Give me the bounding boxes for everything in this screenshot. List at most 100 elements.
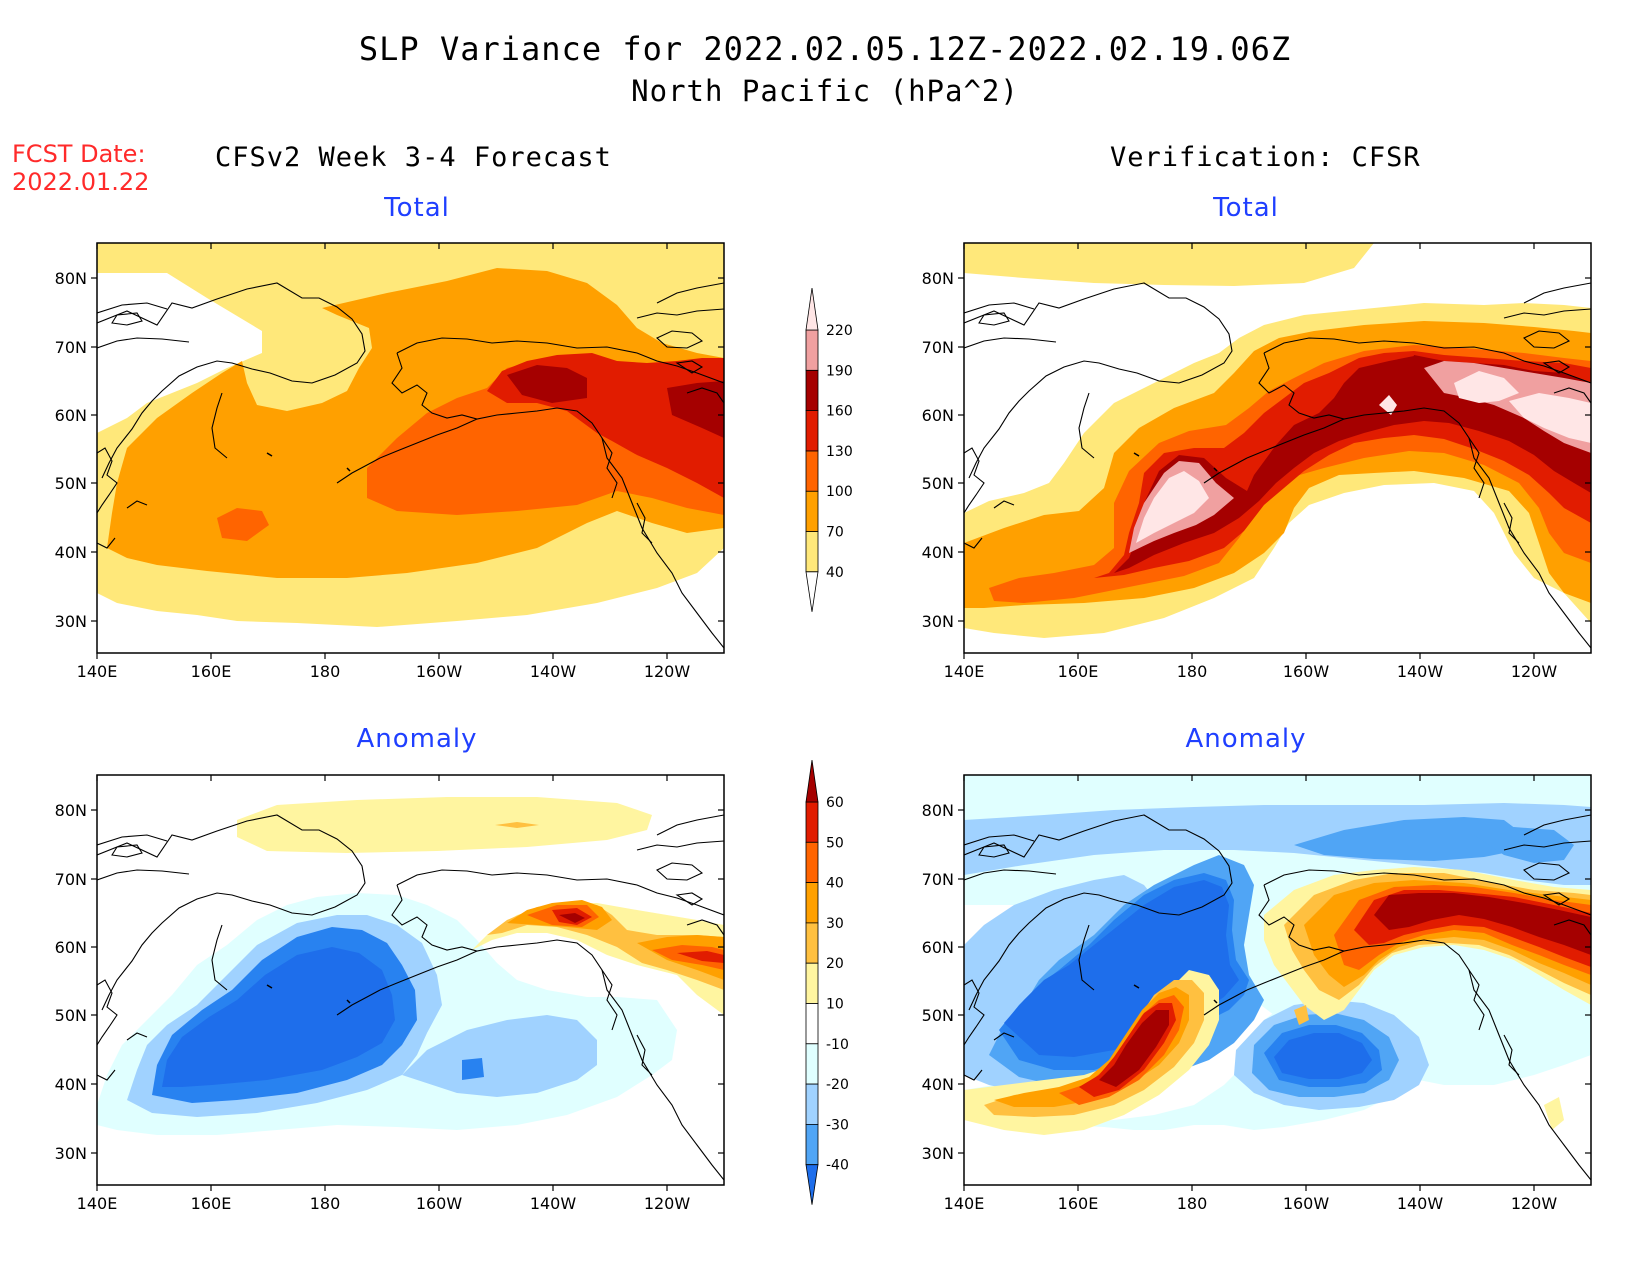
lat-label: 40N (922, 543, 954, 562)
lon-label: 140W (1397, 662, 1444, 681)
colorbar-label: -10 (826, 1037, 849, 1053)
lat-label: 30N (922, 612, 954, 631)
lon-label: 160E (191, 1194, 232, 1213)
colorbar-box (805, 801, 819, 843)
lat-label: 60N (922, 938, 954, 957)
lat-label: 50N (55, 1006, 87, 1025)
lon-label: 120W (644, 1194, 691, 1213)
colorbar-label: 50 (826, 835, 844, 851)
main-subtitle: North Pacific (hPa^2) (631, 74, 1019, 108)
lon-label: 140E (944, 662, 985, 681)
colorbar-box (805, 962, 819, 1004)
colorbar-box (805, 490, 819, 532)
lat-label: 80N (922, 269, 954, 288)
lat-label: 60N (55, 406, 87, 425)
colorbar-label: 30 (826, 916, 844, 932)
colorbar-label: 100 (826, 484, 853, 500)
colorbar-top-arrow (805, 287, 819, 331)
lon-label: 120W (644, 662, 691, 681)
panel-title-verification-total: Total (1213, 193, 1279, 223)
colorbar-box (805, 329, 819, 371)
forecast-total-map (96, 242, 725, 654)
colorbar-box (805, 1083, 819, 1125)
colorbar-box (805, 369, 819, 411)
lon-label: 180 (1177, 662, 1208, 681)
forecast-column-title: CFSv2 Week 3-4 Forecast (215, 142, 612, 173)
fcst-date-value: 2022.01.22 (12, 168, 150, 196)
panel-title-verification-anomaly: Anomaly (1185, 724, 1307, 754)
colorbar-label: 160 (826, 404, 853, 420)
panel-title-forecast-anomaly: Anomaly (356, 724, 478, 754)
colorbars: 40 70 100 130 160 190 220 60 50 40 30 20 10 -10 -20 -30… (805, 287, 853, 1205)
colorbar-box (805, 1124, 819, 1166)
lon-label: 160W (416, 662, 463, 681)
lon-label: 120W (1511, 1194, 1558, 1213)
lon-label: 160W (416, 1194, 463, 1213)
lon-label: 180 (1177, 1194, 1208, 1213)
colorbar-top-arrow (805, 759, 819, 803)
panel-title-forecast-total: Total (384, 193, 450, 223)
lon-label: 120W (1511, 662, 1558, 681)
verification-total-map (963, 242, 1592, 654)
lon-label: 140W (1397, 1194, 1444, 1213)
lat-label: 80N (922, 801, 954, 820)
colorbar-label: -40 (826, 1158, 849, 1174)
colorbar-label: -20 (826, 1077, 849, 1093)
colorbar-box (805, 410, 819, 452)
colorbar-label: 70 (826, 525, 844, 541)
lon-label: 160E (1058, 662, 1099, 681)
lon-label: 180 (310, 662, 341, 681)
lat-label: 40N (55, 543, 87, 562)
lon-label: 140E (77, 1194, 118, 1213)
lat-label: 70N (922, 870, 954, 889)
lon-label: 140W (530, 1194, 577, 1213)
lat-label: 60N (922, 406, 954, 425)
lat-label: 40N (55, 1075, 87, 1094)
colorbar-box (805, 450, 819, 492)
colorbar-box (805, 841, 819, 883)
verification-anomaly-map (963, 774, 1592, 1186)
lat-label: 80N (55, 269, 87, 288)
fcst-date-label: FCST Date: (12, 140, 146, 168)
colorbar-label: 220 (826, 323, 853, 339)
colorbar-label: 40 (826, 876, 844, 892)
verification-column-title: Verification: CFSR (1110, 142, 1421, 173)
colorbar-label: 20 (826, 956, 844, 972)
main-title: SLP Variance for 2022.02.05.12Z-2022.02.… (358, 30, 1292, 68)
lon-label: 140E (77, 662, 118, 681)
lat-label: 30N (55, 1144, 87, 1163)
lat-label: 70N (922, 338, 954, 357)
colorbar-label: 190 (826, 363, 853, 379)
colorbar-box (805, 922, 819, 964)
lat-label: 30N (55, 612, 87, 631)
lon-label: 140W (530, 662, 577, 681)
lat-label: 30N (922, 1144, 954, 1163)
lon-label: 160E (1058, 1194, 1099, 1213)
lat-label: 60N (55, 938, 87, 957)
lon-label: 140E (944, 1194, 985, 1213)
lon-label: 160E (191, 662, 232, 681)
lat-label: 50N (922, 474, 954, 493)
colorbar-label: 10 (826, 997, 844, 1013)
colorbar-bottom-arrow (805, 1164, 819, 1205)
colorbar-box (805, 1043, 819, 1085)
lon-label: 160W (1283, 1194, 1330, 1213)
lat-label: 50N (55, 474, 87, 493)
colorbar-box (805, 531, 819, 573)
colorbar-label: 40 (826, 565, 844, 581)
lat-label: 50N (922, 1006, 954, 1025)
colorbar-label: -30 (826, 1117, 849, 1133)
axis-ticks: 140E 160E 180 160W 140W 120W 80N 70N 60N 50N 40N 30… (55, 243, 1591, 1213)
colorbar-bottom-arrow (805, 571, 819, 612)
colorbar-label: 60 (826, 795, 844, 811)
lat-label: 70N (55, 338, 87, 357)
lat-label: 40N (922, 1075, 954, 1094)
colorbar-box (805, 1003, 819, 1045)
lat-label: 70N (55, 870, 87, 889)
forecast-anomaly-map (96, 774, 725, 1186)
lon-label: 160W (1283, 662, 1330, 681)
colorbar-label: 130 (826, 444, 853, 460)
lat-label: 80N (55, 801, 87, 820)
lon-label: 180 (310, 1194, 341, 1213)
